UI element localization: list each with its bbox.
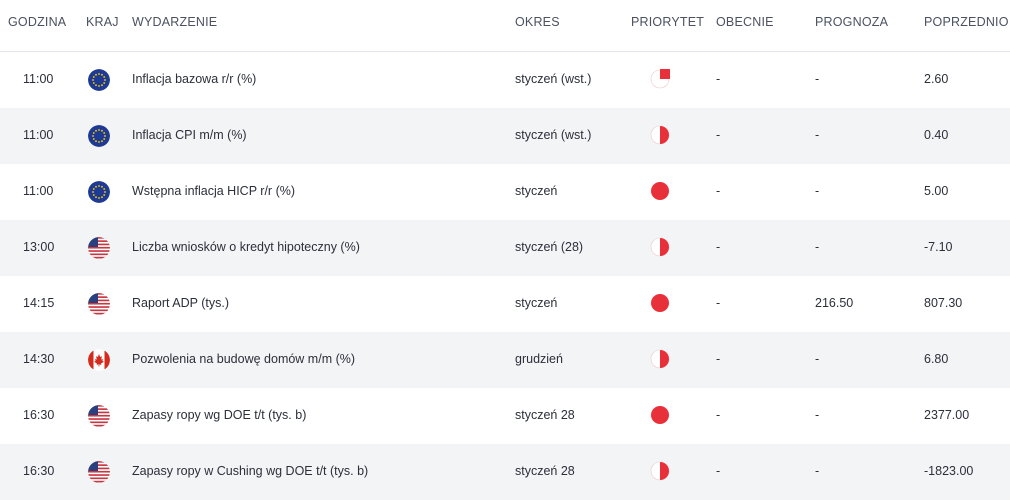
table-row[interactable]: 11:00 Inflacja bazowa r/r (%) styczeń (wst…	[0, 52, 1010, 108]
period-cell: styczeń (wst.)	[515, 128, 592, 142]
header-actual[interactable]: OBECNIE	[716, 15, 774, 29]
table-row[interactable]: 16:30 Zapasy ropy wg DOE t/t (tys. b) styc…	[0, 388, 1010, 444]
us-flag-icon	[88, 405, 110, 427]
priority-three-quarter-icon	[650, 61, 678, 89]
table-row[interactable]: 16:30 Zapasy ropy w Cushing wg DOE t/t (t…	[0, 444, 1010, 500]
actual-cell: -	[716, 72, 721, 86]
eu-flag-icon	[88, 69, 110, 91]
header-forecast[interactable]: PROGNOZA	[815, 15, 889, 29]
previous-cell: 6.80	[924, 352, 949, 366]
actual-cell: -	[716, 128, 721, 142]
priority-half-icon	[650, 125, 670, 145]
table-row[interactable]: 11:00 Inflacja CPI m/m (%) styczeń (wst.) -…	[0, 108, 1010, 164]
event-name-cell[interactable]: Inflacja bazowa r/r (%)	[132, 72, 257, 86]
time-cell: 16:30	[23, 408, 55, 422]
us-flag-icon	[88, 237, 110, 259]
event-name-cell[interactable]: Zapasy ropy w Cushing wg DOE t/t (tys. b…	[132, 464, 369, 478]
forecast-cell: -	[815, 408, 820, 422]
priority-half-icon	[650, 461, 670, 481]
event-name-cell[interactable]: Pozwolenia na budowę domów m/m (%)	[132, 352, 356, 366]
event-name-cell[interactable]: Liczba wniosków o kredyt hipoteczny (%)	[132, 240, 360, 254]
time-cell: 11:00	[23, 72, 54, 86]
table-row[interactable]: 11:00 Wstępna inflacja HICP r/r (%) stycze…	[0, 164, 1010, 220]
forecast-cell: -	[815, 72, 820, 86]
forecast-cell: -	[815, 128, 820, 142]
actual-cell: -	[716, 240, 721, 254]
period-cell: styczeń (wst.)	[515, 72, 592, 86]
header-country[interactable]: KRAJ	[86, 15, 119, 29]
time-cell: 11:00	[23, 128, 54, 142]
previous-cell: 5.00	[924, 184, 949, 198]
time-cell: 11:00	[23, 184, 54, 198]
forecast-cell: -	[815, 184, 820, 198]
actual-cell: -	[716, 296, 721, 310]
period-cell: grudzień	[515, 352, 563, 366]
period-cell: styczeń	[515, 296, 558, 310]
previous-cell: -7.10	[924, 240, 953, 254]
header-event[interactable]: WYDARZENIE	[132, 15, 218, 29]
period-cell: styczeń 28	[515, 464, 575, 478]
header-previous[interactable]: POPRZEDNIO	[924, 15, 1009, 29]
time-cell: 14:30	[23, 352, 55, 366]
event-name-cell[interactable]: Wstępna inflacja HICP r/r (%)	[132, 184, 296, 198]
ca-flag-icon	[88, 349, 110, 371]
event-name-cell[interactable]: Raport ADP (tys.)	[132, 296, 230, 310]
table-row[interactable]: 14:15 Raport ADP (tys.) styczeń - 216.50 807.…	[0, 276, 1010, 332]
actual-cell: -	[716, 352, 721, 366]
time-cell: 16:30	[23, 464, 55, 478]
time-cell: 14:15	[23, 296, 55, 310]
previous-cell: 0.40	[924, 128, 949, 142]
us-flag-icon	[88, 293, 110, 315]
actual-cell: -	[716, 184, 721, 198]
header-priority[interactable]: PRIORYTET	[631, 15, 705, 29]
forecast-cell: -	[815, 464, 820, 478]
period-cell: styczeń	[515, 184, 558, 198]
forecast-cell: -	[815, 352, 820, 366]
event-name-cell[interactable]: Zapasy ropy wg DOE t/t (tys. b)	[132, 408, 307, 422]
period-cell: styczeń 28	[515, 408, 575, 422]
priority-half-icon	[650, 237, 670, 257]
previous-cell: -1823.00	[924, 464, 974, 478]
eu-flag-icon	[88, 125, 110, 147]
priority-half-icon	[650, 349, 670, 369]
previous-cell: 2.60	[924, 72, 949, 86]
eu-flag-icon	[88, 181, 110, 203]
header-period[interactable]: OKRES	[515, 15, 560, 29]
table-row[interactable]: 13:00 Liczba wniosków o kredyt hipoteczny…	[0, 220, 1010, 276]
priority-full-icon	[650, 181, 670, 201]
time-cell: 13:00	[23, 240, 55, 254]
previous-cell: 807.30	[924, 296, 963, 310]
forecast-cell: -	[815, 240, 820, 254]
period-cell: styczeń (28)	[515, 240, 584, 254]
actual-cell: -	[716, 464, 721, 478]
priority-full-icon	[650, 405, 670, 425]
actual-cell: -	[716, 408, 721, 422]
table-body: 11:00 Inflacja bazowa r/r (%) styczeń (wst…	[0, 52, 1010, 500]
forecast-cell: 216.50	[815, 296, 854, 310]
priority-full-icon	[650, 293, 670, 313]
header-time[interactable]: GODZINA	[8, 15, 67, 29]
event-name-cell[interactable]: Inflacja CPI m/m (%)	[132, 128, 247, 142]
previous-cell: 2377.00	[924, 408, 970, 422]
table-row[interactable]: 14:30 Pozwolenia na budowę domów m/m (%) g…	[0, 332, 1010, 388]
us-flag-icon	[88, 461, 110, 483]
table-header: GODZINA KRAJ WYDARZENIE OKRES PRIORYTET …	[0, 0, 1010, 52]
